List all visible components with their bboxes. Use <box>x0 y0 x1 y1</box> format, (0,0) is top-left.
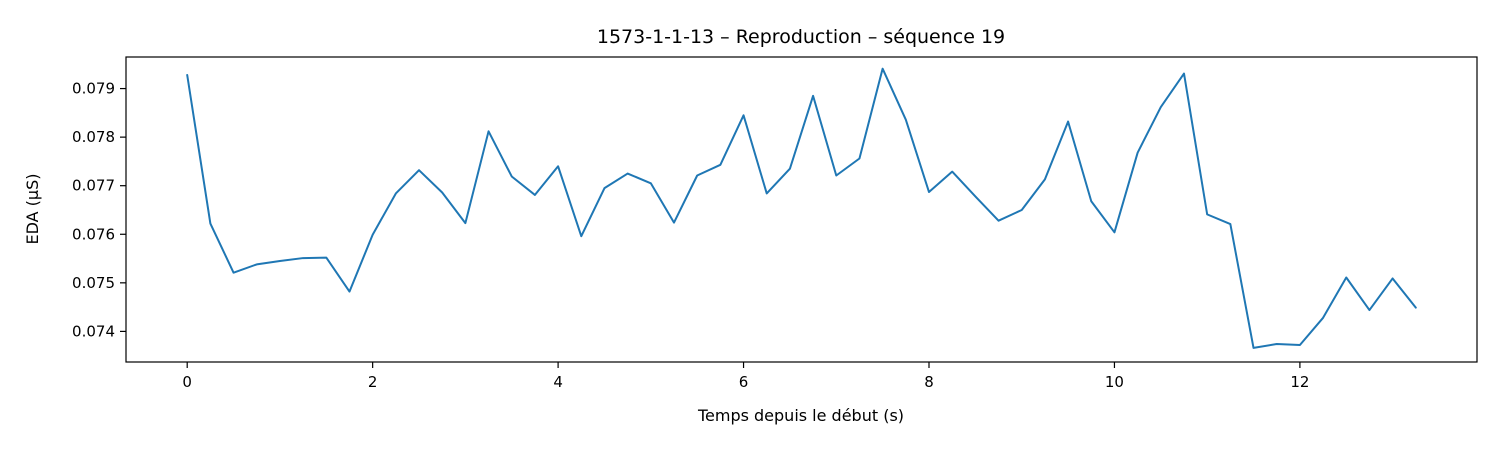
y-tick-label: 0.076 <box>72 225 115 243</box>
x-tick-label: 12 <box>1290 373 1309 391</box>
axes-frame <box>125 56 1478 363</box>
chart-title: 1573-1-1-13 – Reproduction – séquence 19 <box>597 26 1005 48</box>
x-tick-label: 6 <box>739 373 749 391</box>
y-tick-label: 0.074 <box>72 322 115 340</box>
x-tick-label: 2 <box>368 373 378 391</box>
x-tick-label: 4 <box>553 373 563 391</box>
plot-area <box>186 67 1417 349</box>
y-axis-label: EDA (µS) <box>23 174 42 245</box>
y-tick-label: 0.079 <box>72 80 115 98</box>
x-tick-label: 10 <box>1105 373 1124 391</box>
x-tick-label: 8 <box>924 373 934 391</box>
y-tick-label: 0.075 <box>72 274 115 292</box>
series-line-0 <box>186 67 1417 349</box>
y-tick-label: 0.077 <box>72 177 115 195</box>
y-axis: 0.074 0.075 0.076 0.077 0.078 0.079 <box>72 80 126 340</box>
y-tick-label: 0.078 <box>72 128 115 146</box>
x-axis: 0 2 4 6 8 10 12 <box>182 362 1309 391</box>
x-axis-label: Temps depuis le début (s) <box>697 406 904 425</box>
x-tick-label: 0 <box>182 373 192 391</box>
